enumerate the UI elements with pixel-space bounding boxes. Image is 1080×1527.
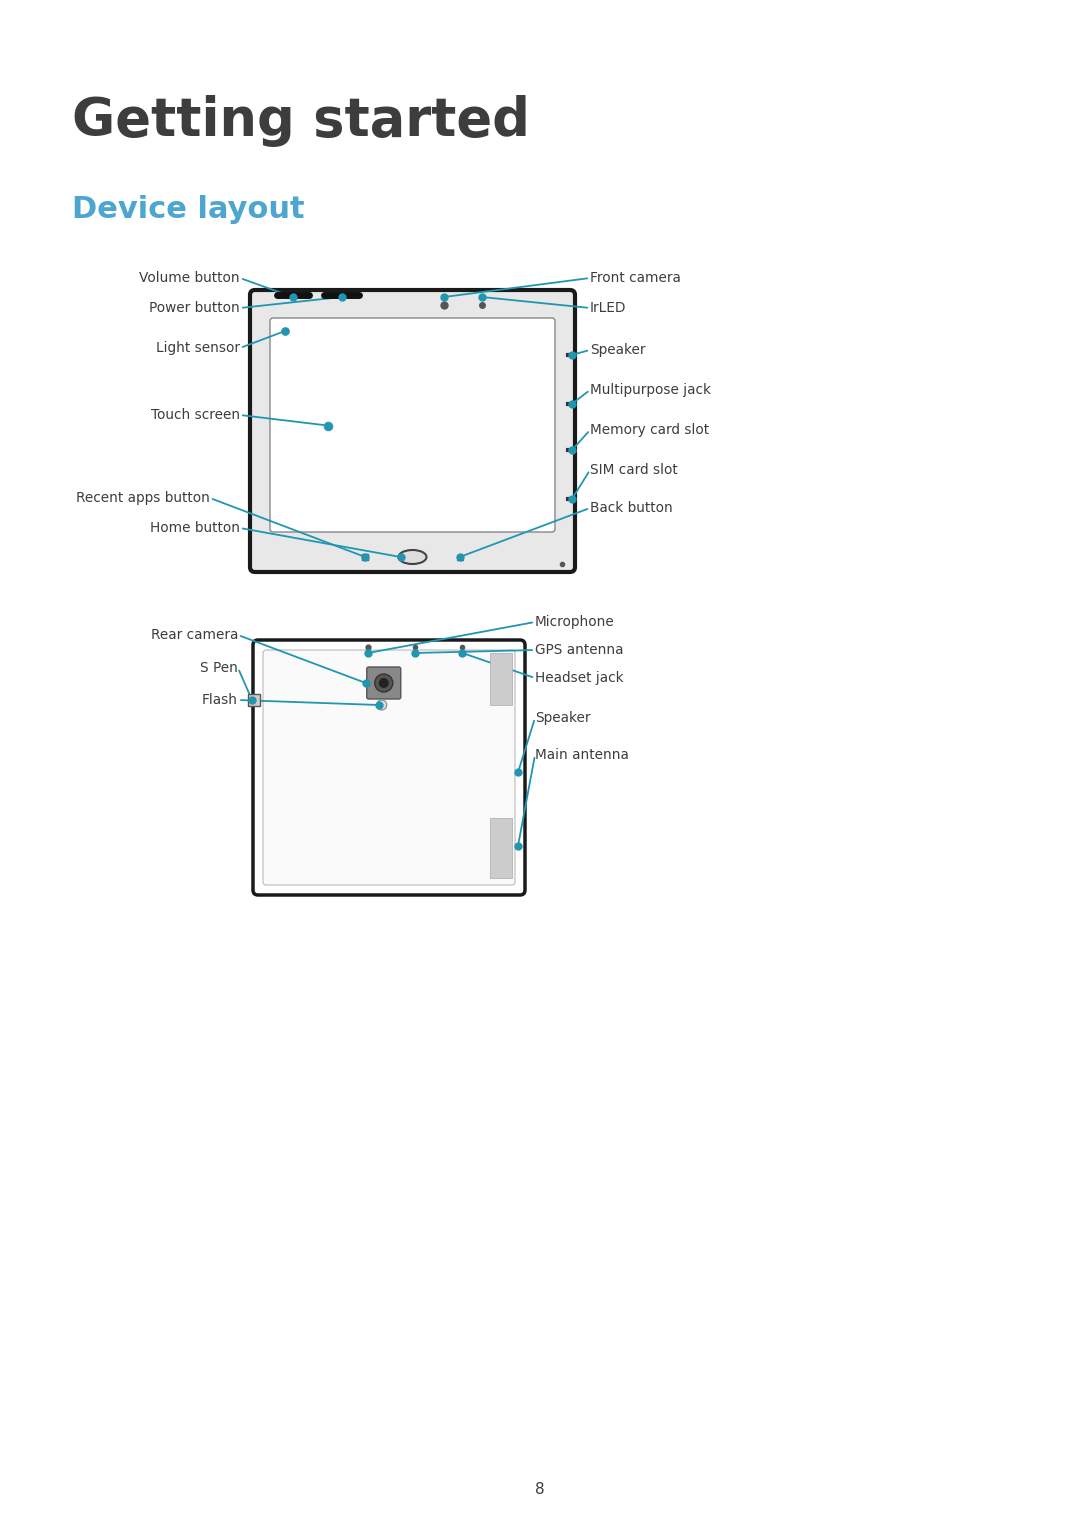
Text: Multipurpose jack: Multipurpose jack (590, 383, 711, 397)
Text: Back button: Back button (590, 501, 673, 515)
Bar (490, 654, 512, 705)
Text: Speaker: Speaker (590, 344, 646, 357)
Circle shape (379, 678, 389, 689)
FancyBboxPatch shape (253, 640, 525, 895)
Text: Rear camera: Rear camera (150, 628, 238, 641)
Text: Speaker: Speaker (535, 712, 591, 725)
Text: Front camera: Front camera (590, 270, 680, 286)
Text: Home button: Home button (150, 521, 240, 534)
Text: Memory card slot: Memory card slot (590, 423, 710, 437)
Text: Device layout: Device layout (72, 195, 305, 224)
Text: Flash: Flash (202, 693, 238, 707)
Text: Main antenna: Main antenna (535, 748, 629, 762)
Text: Touch screen: Touch screen (151, 408, 240, 421)
FancyBboxPatch shape (270, 318, 555, 531)
Text: Recent apps button: Recent apps button (76, 492, 210, 505)
FancyBboxPatch shape (367, 667, 401, 699)
Text: GPS antenna: GPS antenna (535, 643, 623, 657)
Text: Headset jack: Headset jack (535, 670, 623, 686)
Text: Volume button: Volume button (139, 270, 240, 286)
FancyBboxPatch shape (264, 651, 515, 886)
Bar (248, 693, 260, 705)
Text: Getting started: Getting started (72, 95, 530, 147)
Text: 8: 8 (536, 1483, 544, 1498)
Bar (490, 818, 512, 878)
FancyBboxPatch shape (249, 290, 575, 573)
Text: Power button: Power button (149, 301, 240, 315)
Ellipse shape (399, 550, 427, 563)
Text: Microphone: Microphone (535, 615, 615, 629)
Text: Light sensor: Light sensor (156, 341, 240, 354)
Text: SIM card slot: SIM card slot (590, 463, 678, 476)
Text: S Pen: S Pen (200, 661, 238, 675)
Circle shape (377, 699, 387, 710)
Circle shape (375, 673, 393, 692)
Text: IrLED: IrLED (590, 301, 626, 315)
